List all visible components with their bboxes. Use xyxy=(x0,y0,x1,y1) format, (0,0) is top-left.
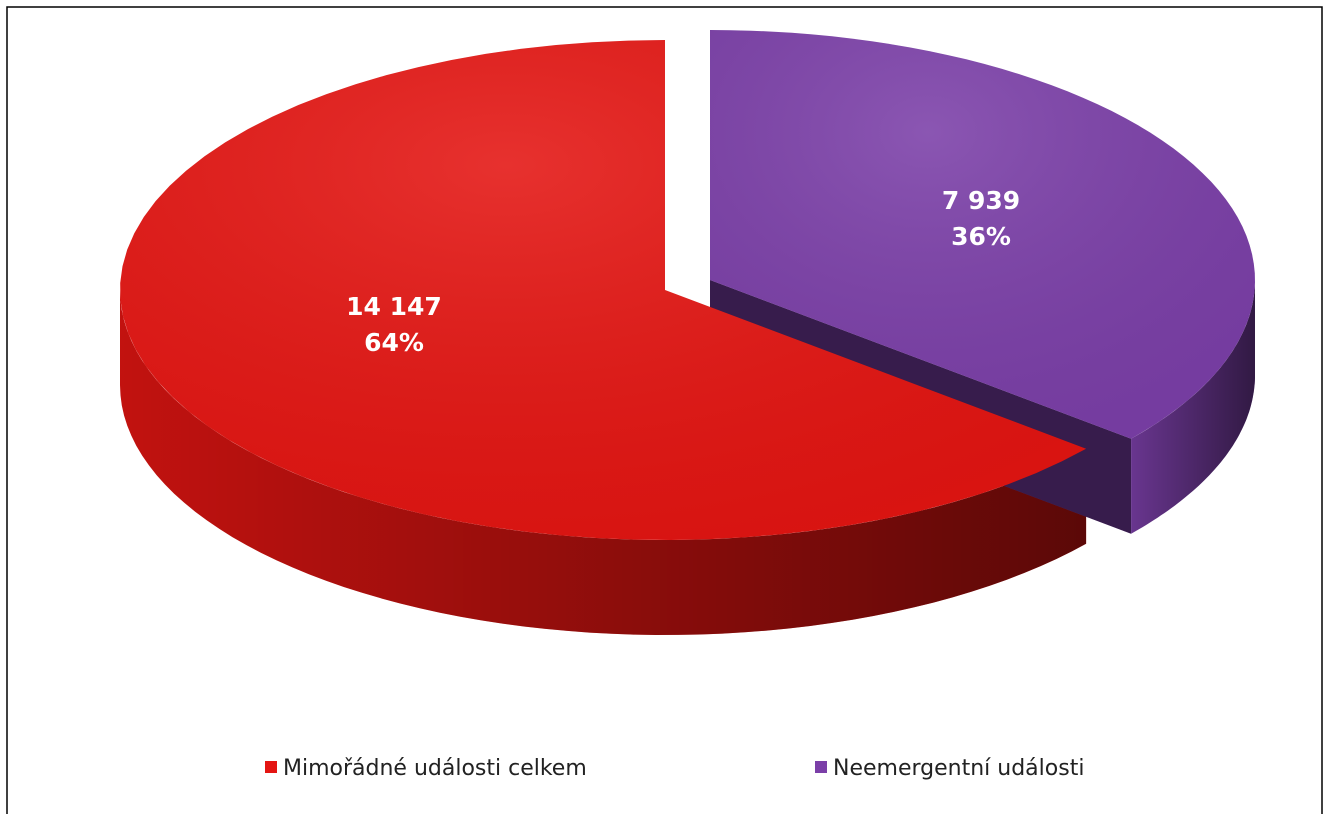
percent-label: 36% xyxy=(951,222,1011,251)
slice-shine xyxy=(710,30,1255,439)
data-label: 7 939 xyxy=(942,186,1020,215)
legend-swatch xyxy=(815,761,827,773)
legend-label: Mimořádné události celkem xyxy=(283,756,587,781)
legend-label: Neemergentní události xyxy=(833,756,1084,781)
percent-label: 64% xyxy=(364,328,424,357)
slice-side-shade xyxy=(1131,280,1255,534)
legend-swatch xyxy=(265,761,277,773)
slice-shine xyxy=(120,40,1087,540)
data-label: 14 147 xyxy=(346,292,442,321)
slice-side-shade xyxy=(120,290,1087,635)
